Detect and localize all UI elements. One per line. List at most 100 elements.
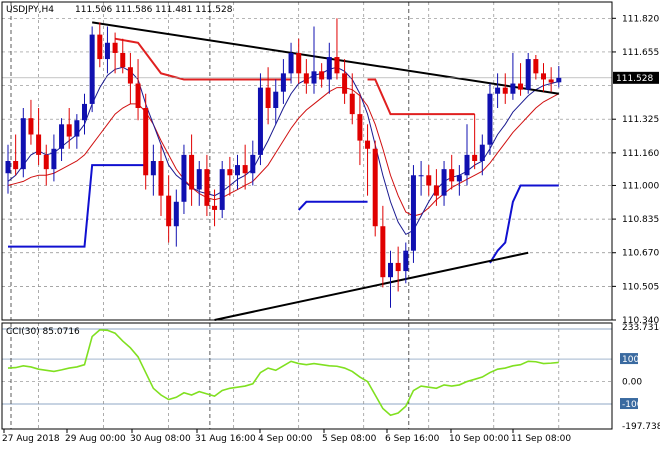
candle-body [219, 169, 225, 210]
candle-body [280, 73, 286, 92]
candle-body [342, 73, 348, 94]
candle-body [51, 148, 57, 170]
candle-body [441, 169, 447, 196]
candle-body [349, 93, 355, 115]
candle-body [104, 42, 110, 60]
candle-body [204, 169, 210, 206]
cci-level-badge [620, 398, 638, 410]
candle-body [158, 161, 164, 196]
cci-line [7, 329, 559, 417]
cci-tick-label: 233.7318 [622, 323, 660, 333]
time-tick-label: 31 Aug 16:00 [195, 434, 256, 444]
cci-label: CCI(30) 85.0716 [6, 327, 80, 337]
time-tick-label: 29 Aug 00:00 [65, 434, 126, 444]
cci-panel-border [1, 322, 613, 430]
price-candles [5, 18, 562, 308]
price-tick-label: 111.655 [622, 48, 659, 58]
candle-body [196, 169, 202, 190]
current-price-badge: 111.528 [613, 71, 659, 84]
candle-body [166, 195, 172, 227]
candle-body [403, 250, 409, 272]
candle-body [242, 165, 248, 174]
time-tick-label: 27 Aug 2018 [2, 434, 60, 444]
candle-body [449, 169, 455, 182]
resistance-line [114, 37, 292, 81]
support-line [489, 184, 559, 264]
resistance-line [367, 78, 475, 116]
price-tick-label: 110.670 [622, 249, 659, 259]
cci-line-group [7, 329, 559, 417]
candle-body [533, 59, 539, 74]
candle-body [127, 67, 133, 84]
candle-body [296, 52, 302, 74]
trendline [214, 251, 529, 321]
candle-body [372, 148, 378, 227]
cci-tick-label: -100 [622, 400, 643, 410]
time-tick-label: 10 Sep 00:00 [449, 434, 509, 444]
candle-body [173, 201, 179, 227]
price-grid [2, 2, 612, 321]
candle-body [150, 161, 156, 176]
candle-body [135, 83, 141, 108]
candle-body [479, 144, 485, 161]
candle-body [456, 175, 462, 182]
ohlc-label: 111.506 111.586 111.481 111.528 [75, 5, 233, 15]
current-price-value: 111.528 [616, 74, 653, 84]
candle-body [250, 154, 256, 174]
candle-body [66, 124, 72, 137]
time-tick-label: 4 Sep 00:00 [258, 434, 313, 444]
price-tick-label: 111.000 [622, 181, 659, 191]
cci-level-badge [620, 353, 638, 365]
candle-body [410, 175, 416, 251]
candle-body [20, 118, 26, 170]
candle-body [257, 87, 263, 155]
candle-body [487, 93, 493, 145]
candle-body [556, 77, 562, 83]
candle-body [319, 71, 325, 80]
price-tick-label: 110.505 [622, 282, 659, 292]
candle-body [326, 57, 332, 80]
cci-tick-label: -197.7389 [622, 422, 660, 432]
candle-body [120, 52, 126, 68]
time-tick-label: 6 Sep 16:00 [385, 434, 440, 444]
candle-body [472, 154, 478, 161]
candle-body [502, 87, 508, 94]
support-line [8, 164, 146, 248]
candle-body [541, 73, 546, 80]
candle-body [28, 118, 34, 135]
candle-body [357, 114, 363, 141]
time-tick-label: 11 Sep 08:00 [511, 434, 571, 444]
candle-body [181, 154, 187, 202]
price-tick-label: 110.340 [622, 316, 659, 326]
time-tick-label: 30 Aug 08:00 [130, 434, 191, 444]
candle-body [59, 124, 65, 149]
candle-body [143, 108, 149, 176]
candle-body [334, 57, 340, 74]
price-tick-label: 110.835 [622, 215, 659, 225]
candle-body [43, 154, 49, 170]
candle-body [13, 161, 19, 170]
candle-body [510, 83, 516, 94]
candle-body [5, 161, 11, 174]
price-tick-label: 111.325 [622, 115, 659, 125]
current-price-badge-bg [613, 71, 659, 84]
candle-body [464, 154, 470, 176]
price-panel-border [1, 1, 613, 321]
candle-body [273, 91, 279, 108]
price-overlays [2, 21, 612, 321]
candle-body [235, 165, 240, 176]
candle-body [525, 59, 531, 90]
candle-body [311, 71, 317, 84]
candle-body [426, 175, 432, 186]
candle-body [288, 52, 294, 74]
candle-body [365, 140, 371, 149]
candle-body [36, 134, 42, 155]
trendline [91, 21, 559, 95]
candle-body [418, 175, 424, 177]
candle-body [74, 120, 80, 137]
price-tick-label: 111.820 [622, 14, 659, 24]
candle-body [212, 205, 218, 210]
candle-body [548, 79, 554, 83]
candle-body [82, 103, 87, 121]
symbol-label: USDJPY,H4 [6, 5, 54, 15]
